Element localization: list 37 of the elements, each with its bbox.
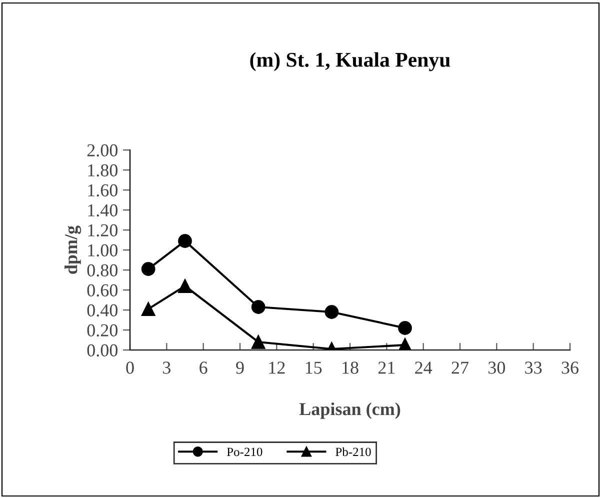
x-tick-label: 24 xyxy=(415,362,432,374)
y-tick-label: 1.60 xyxy=(88,184,118,197)
y-tick-label: 2.00 xyxy=(87,144,118,157)
x-tick-label: 3 xyxy=(163,362,170,374)
chart-title: (m) St. 1, Kuala Penyu xyxy=(250,52,450,72)
y-tick-label: 1.80 xyxy=(88,164,118,177)
x-tick-label: 12 xyxy=(269,362,285,374)
x-tick-label: 36 xyxy=(562,362,578,374)
x-tick-label: 15 xyxy=(306,362,322,374)
y-axis-title: dpm/g xyxy=(64,226,82,274)
x-tick-label: 18 xyxy=(342,362,358,374)
point xyxy=(178,279,192,293)
legend-label: Pb-210 xyxy=(336,447,371,456)
point xyxy=(141,302,156,316)
x-tick-label: 27 xyxy=(452,362,469,374)
x-tick-label: 21 xyxy=(378,362,395,374)
point xyxy=(178,234,192,248)
point xyxy=(141,262,156,276)
y-tick-label: 1.00 xyxy=(88,244,118,257)
x-tick-label: 9 xyxy=(236,362,244,374)
x-tick-label: 6 xyxy=(200,362,208,374)
y-tick-label: 0.60 xyxy=(87,284,118,297)
point xyxy=(324,305,339,319)
point xyxy=(251,335,266,349)
y-tick-label: 0.20 xyxy=(87,324,118,337)
y-tick-label: 1.40 xyxy=(88,204,118,217)
y-tick-label: 0.80 xyxy=(87,264,118,277)
x-axis-title: Lapisan (cm) xyxy=(299,402,400,419)
y-tick-label: 0.00 xyxy=(87,344,118,357)
x-tick-label: 0 xyxy=(126,362,134,374)
y-tick-label: 1.20 xyxy=(88,224,118,237)
point xyxy=(398,321,412,335)
x-tick-label: 30 xyxy=(488,362,506,374)
legend-label: Po-210 xyxy=(226,448,262,456)
y-tick-label: 0.40 xyxy=(87,304,118,317)
point xyxy=(251,300,266,314)
x-tick-label: 33 xyxy=(525,362,542,374)
